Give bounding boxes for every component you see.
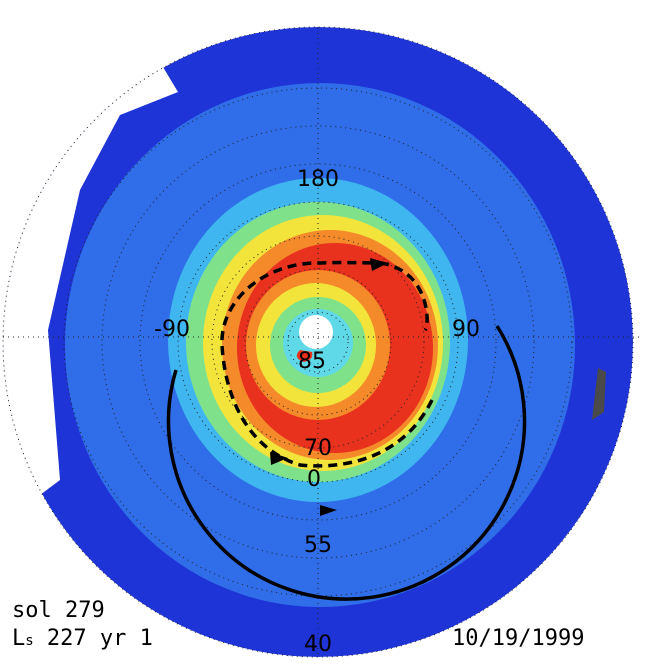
graticule [2, 26, 640, 658]
dashed-arrow-head-bottom [270, 452, 288, 465]
longitude-label-minus-90: -90 [154, 317, 190, 342]
pole-hole [299, 315, 333, 349]
ls-prefix: L [12, 626, 26, 651]
latitude-circle-55 [63, 87, 573, 597]
latitude-circle-75 [211, 235, 425, 449]
latitude-circle-40 [2, 26, 634, 658]
ls-value: 227 yr 1 [33, 626, 153, 651]
latitude-label-70: 70 [304, 436, 332, 461]
date-label: 10/19/1999 [452, 626, 585, 651]
dark-data-patch [592, 368, 606, 420]
sol-label: sol 279 [12, 598, 105, 623]
latitude-circle-70 [177, 201, 459, 483]
latitude-circle-60 [101, 125, 535, 559]
ls-subscript: s [25, 633, 34, 649]
latitude-circle-65 [139, 163, 497, 521]
dashed-arrow-head-top [370, 258, 388, 271]
latitude-circle-80 [244, 268, 392, 416]
longitude-label-90: 90 [452, 317, 480, 342]
longitude-label-180: 180 [297, 167, 339, 192]
dashed-flow-arrow [220, 260, 434, 468]
latitude-circle-85 [287, 311, 349, 373]
solid-flow-arrow [166, 325, 527, 601]
longitude-label-0: 0 [307, 467, 321, 492]
solar-longitude-label: Ls 227 yr 1 [12, 628, 153, 650]
latitude-label-55: 55 [304, 533, 332, 558]
latitude-label-85: 85 [298, 349, 326, 374]
latitude-label-40: 40 [304, 632, 332, 657]
pole-red-spot [296, 350, 313, 362]
solid-arrow-head [320, 505, 337, 516]
